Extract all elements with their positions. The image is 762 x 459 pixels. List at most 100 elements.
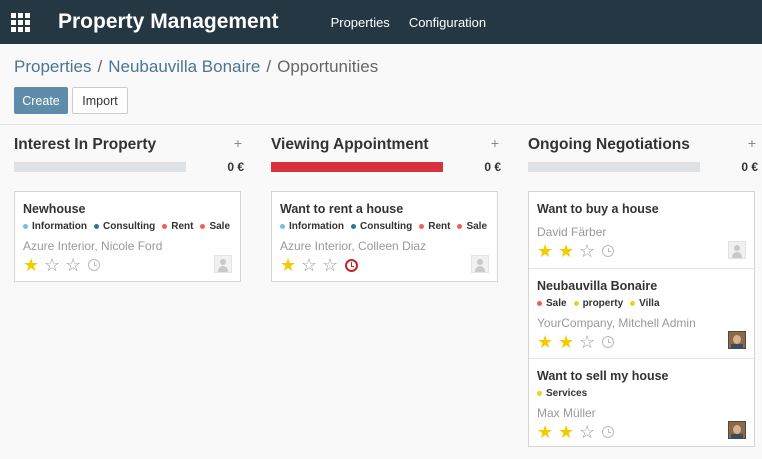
card-tags: Services: [537, 388, 594, 399]
star-icon[interactable]: ★: [537, 422, 554, 442]
tag-dot: [537, 301, 542, 306]
star-icon[interactable]: ☆: [579, 332, 596, 352]
progressbar-overdue[interactable]: [271, 162, 443, 172]
card-tags: Sale property Villa: [537, 298, 667, 309]
clock-icon[interactable]: [88, 259, 100, 271]
avatar[interactable]: [728, 421, 746, 439]
tag-dot: [630, 301, 636, 306]
app-title[interactable]: Property Management: [58, 10, 279, 33]
breadcrumb-property[interactable]: Neubauvilla Bonaire: [108, 57, 261, 76]
kanban-card[interactable]: Newhouse Information Consulting Rent Sal…: [14, 191, 241, 282]
tag-label: Information: [32, 221, 87, 232]
priority-stars: ★ ★ ☆: [537, 423, 614, 441]
priority-stars: ★ ★ ☆: [537, 333, 614, 351]
kanban-card[interactable]: Neubauvilla Bonaire Sale property Villa …: [529, 269, 754, 358]
tag-label: Sale: [546, 298, 567, 309]
overdue-clock-icon[interactable]: [345, 258, 358, 272]
tag-dot: [457, 224, 463, 229]
tag: Rent: [162, 221, 193, 232]
card-title: Want to sell my house: [537, 369, 669, 383]
tag-dot: [351, 224, 356, 229]
column-progressbar[interactable]: [528, 162, 700, 172]
star-icon[interactable]: ★: [280, 255, 297, 275]
tag-dot: [94, 224, 99, 229]
tag-dot: [537, 391, 542, 396]
star-icon[interactable]: ★: [537, 332, 554, 352]
star-icon[interactable]: ★: [537, 241, 554, 261]
kanban-column-viewing: Viewing Appointment + 0 € Want to rent a…: [271, 125, 501, 285]
kanban-card-group: Want to buy a house David Färber ★ ★ ☆ N…: [528, 191, 755, 447]
kanban-column-interest: Interest In Property + 0 € Newhouse Info…: [14, 125, 244, 285]
card-partner: Max Müller: [537, 406, 596, 420]
quick-create-icon[interactable]: +: [747, 135, 757, 151]
tag-dot: [162, 224, 168, 229]
breadcrumb: Properties / Neubauvilla Bonaire / Opportuni…: [14, 57, 378, 77]
tag: Sale: [200, 221, 230, 232]
tag-label: Sale: [209, 221, 231, 232]
kanban-column-negotiations: Ongoing Negotiations + 0 € Want to buy a…: [528, 125, 758, 450]
create-button[interactable]: Create: [14, 87, 68, 114]
apps-menu-icon[interactable]: [11, 12, 30, 32]
star-icon[interactable]: ☆: [44, 255, 61, 275]
tag: Services: [537, 388, 587, 399]
column-title: Ongoing Negotiations: [528, 136, 690, 153]
tag-dot: [573, 301, 579, 306]
kanban-card[interactable]: Want to rent a house Information Consult…: [271, 191, 498, 282]
quick-create-icon[interactable]: +: [233, 135, 243, 151]
star-icon[interactable]: ★: [23, 255, 40, 275]
tag-dot: [280, 224, 285, 229]
star-icon[interactable]: ☆: [579, 422, 596, 442]
card-divider: [529, 358, 754, 359]
clock-icon[interactable]: [602, 426, 614, 438]
card-divider: [529, 268, 754, 269]
breadcrumb-separator: /: [266, 57, 272, 76]
star-icon[interactable]: ☆: [322, 255, 339, 275]
tag: Sale: [457, 221, 487, 232]
breadcrumb-properties[interactable]: Properties: [14, 57, 92, 76]
star-icon[interactable]: ☆: [301, 255, 318, 275]
card-partner: Azure Interior, Nicole Ford: [23, 239, 163, 253]
tag: Rent: [419, 221, 450, 232]
tag: property: [573, 298, 623, 309]
kanban-card[interactable]: Want to sell my house Services Max Mülle…: [529, 359, 754, 447]
priority-stars: ★ ☆ ☆: [280, 256, 358, 274]
quick-create-icon[interactable]: +: [490, 135, 500, 151]
tag-label: Consulting: [103, 221, 156, 232]
column-sum: 0 €: [227, 160, 244, 174]
clock-icon[interactable]: [602, 245, 614, 257]
kanban-card[interactable]: Want to buy a house David Färber ★ ★ ☆: [529, 192, 754, 268]
import-button[interactable]: Import: [72, 87, 128, 114]
column-progressbar[interactable]: [14, 162, 186, 172]
avatar[interactable]: [728, 331, 746, 349]
tag-dot: [23, 224, 28, 229]
tag-label: Rent: [428, 221, 451, 232]
star-icon[interactable]: ☆: [579, 241, 596, 261]
star-icon[interactable]: ★: [558, 422, 575, 442]
card-partner: Azure Interior, Colleen Diaz: [280, 239, 427, 253]
column-progressbar[interactable]: [271, 162, 443, 172]
avatar[interactable]: [471, 255, 489, 273]
tag-label: Services: [546, 388, 588, 399]
card-tags: Information Consulting Rent Sale: [23, 221, 237, 232]
nav-properties[interactable]: Properties: [330, 14, 390, 30]
star-icon[interactable]: ☆: [65, 255, 82, 275]
tag: Consulting: [351, 221, 412, 232]
clock-icon[interactable]: [602, 336, 614, 348]
avatar[interactable]: [214, 255, 232, 273]
column-sum: 0 €: [484, 160, 501, 174]
tag-label: Villa: [639, 298, 660, 309]
column-title: Viewing Appointment: [271, 136, 429, 153]
star-icon[interactable]: ★: [558, 332, 575, 352]
tag-label: Sale: [466, 221, 488, 232]
card-tags: Information Consulting Rent Sale: [280, 221, 494, 232]
tag-label: Information: [289, 221, 344, 232]
star-icon[interactable]: ★: [558, 241, 575, 261]
column-sum: 0 €: [741, 160, 758, 174]
card-partner: David Färber: [537, 225, 607, 239]
tag: Villa: [630, 298, 660, 309]
priority-stars: ★ ☆ ☆: [23, 256, 100, 274]
control-panel-divider: [0, 124, 762, 125]
tag-dot: [200, 224, 206, 229]
nav-configuration[interactable]: Configuration: [408, 14, 487, 30]
avatar[interactable]: [728, 241, 746, 259]
